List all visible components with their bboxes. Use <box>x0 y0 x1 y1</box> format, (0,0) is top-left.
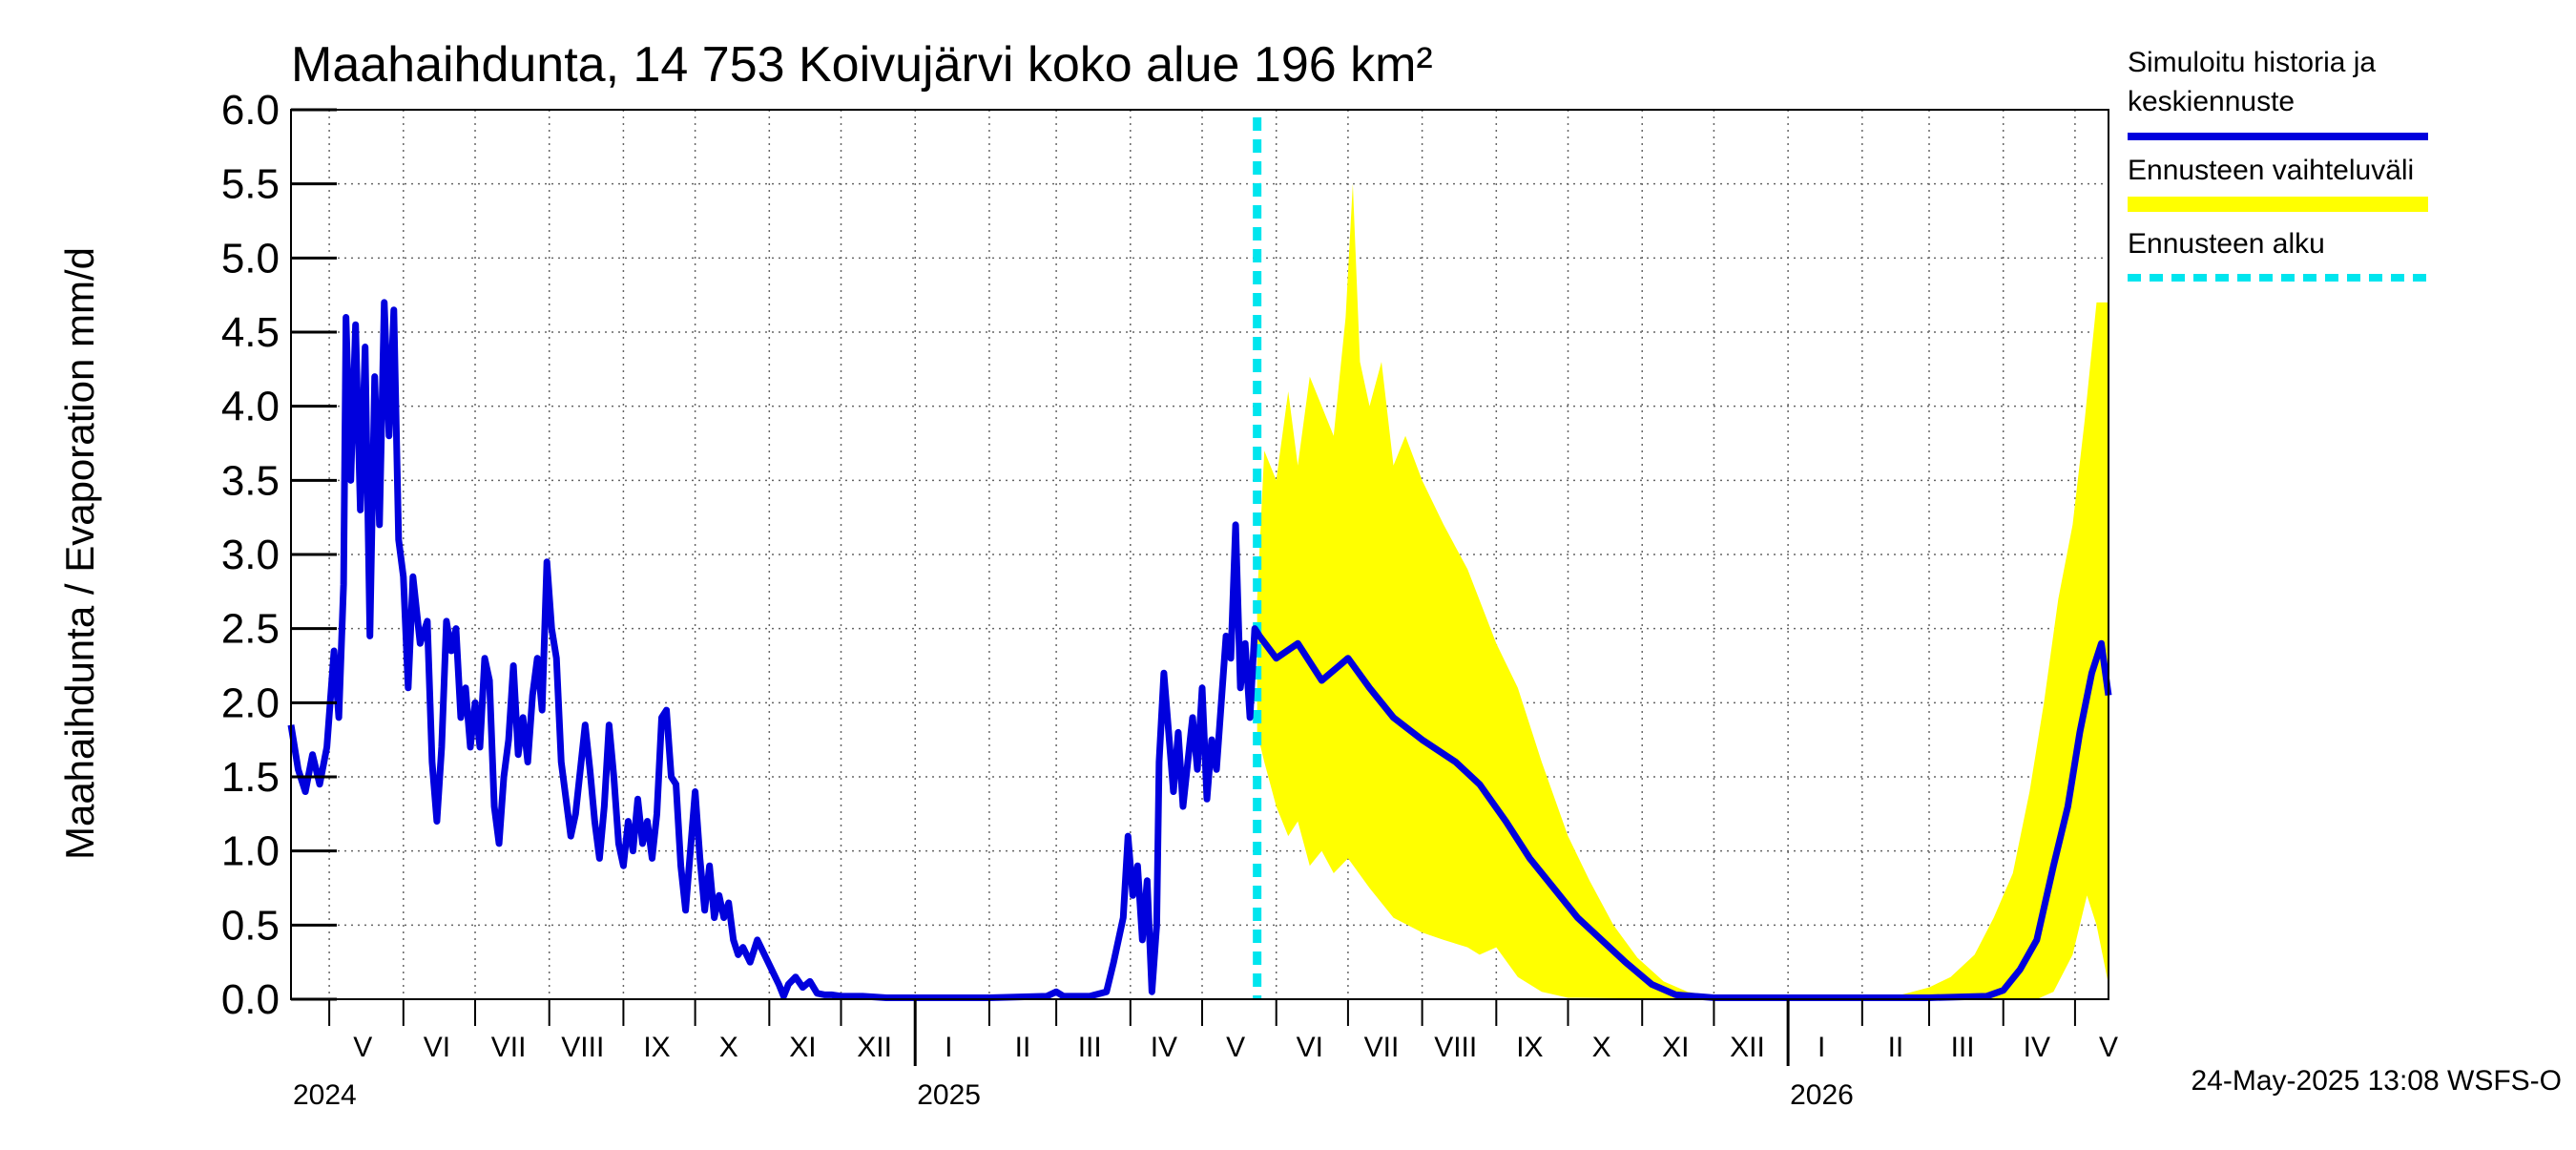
y-tick-label: 2.5 <box>221 606 280 653</box>
month-label: IV <box>2024 1032 2050 1063</box>
y-tick-label: 4.5 <box>221 309 280 356</box>
month-label: VIII <box>1434 1032 1477 1063</box>
month-label: III <box>1078 1032 1102 1063</box>
month-label: XI <box>789 1032 816 1063</box>
y-tick-label: 5.5 <box>221 161 280 208</box>
year-label: 2024 <box>293 1079 357 1111</box>
legend-item: Ennusteen alku <box>2128 228 2428 282</box>
y-axis-label: Maahaihdunta / Evaporation mm/d <box>57 247 102 860</box>
legend: Simuloitu historia ja keskiennuste Ennuste… <box>2128 47 2428 282</box>
month-label: V <box>353 1032 372 1063</box>
y-tick-label: 4.0 <box>221 384 280 430</box>
y-tick-label: 2.0 <box>221 680 280 726</box>
forecast-range-band <box>1257 183 2109 999</box>
month-label: XII <box>857 1032 892 1063</box>
month-label: II <box>1888 1032 1904 1063</box>
month-label: IV <box>1151 1032 1177 1063</box>
axes: 0.0 0.5 1.0 1.5 2.0 2.5 3.0 3.5 4.0 4.5 5.0 5.5 6.0 V… <box>221 87 2118 1111</box>
legend-item: Simuloitu historia ja keskiennuste <box>2128 47 2428 140</box>
year-label: 2026 <box>1790 1079 1854 1111</box>
month-label: V <box>1226 1032 1245 1063</box>
y-tick-label: 0.5 <box>221 902 280 949</box>
month-label: III <box>1951 1032 1975 1063</box>
month-label: VI <box>424 1032 450 1063</box>
legend-label: Ennusteen vaihteluväli <box>2128 155 2414 186</box>
month-label: VII <box>491 1032 527 1063</box>
simulated-series-line <box>287 299 2112 1001</box>
month-label: I <box>1818 1032 1825 1063</box>
month-label: XII <box>1730 1032 1765 1063</box>
month-label: X <box>1592 1032 1611 1063</box>
month-label: VIII <box>561 1032 604 1063</box>
legend-label: Simuloitu historia ja <box>2128 47 2376 78</box>
month-label: VII <box>1364 1032 1400 1063</box>
month-label: II <box>1015 1032 1031 1063</box>
legend-item: Ennusteen vaihteluväli <box>2128 155 2428 212</box>
plot-area <box>287 110 2112 1001</box>
year-label: 2025 <box>917 1079 981 1111</box>
month-label: IX <box>1516 1032 1543 1063</box>
y-tick-label: 3.5 <box>221 457 280 504</box>
y-tick-label: 0.0 <box>221 976 280 1023</box>
y-tick-label: 3.0 <box>221 532 280 578</box>
footer-timestamp: 24-May-2025 13:08 WSFS-O <box>2192 1065 2563 1097</box>
chart-title: Maahaihdunta, 14 753 Koivujärvi koko alu… <box>291 37 1433 93</box>
legend-label: Ennusteen alku <box>2128 228 2325 260</box>
month-label: X <box>719 1032 738 1063</box>
legend-swatch-band <box>2128 197 2428 212</box>
y-tick-label: 6.0 <box>221 87 280 134</box>
month-label: VI <box>1297 1032 1323 1063</box>
month-label: IX <box>643 1032 670 1063</box>
y-tick-label: 5.0 <box>221 235 280 282</box>
y-tick-label: 1.5 <box>221 754 280 801</box>
legend-label: keskiennuste <box>2128 86 2295 117</box>
month-label: V <box>2099 1032 2118 1063</box>
y-tick-label: 1.0 <box>221 828 280 875</box>
month-label: XI <box>1662 1032 1689 1063</box>
month-label: I <box>945 1032 952 1063</box>
